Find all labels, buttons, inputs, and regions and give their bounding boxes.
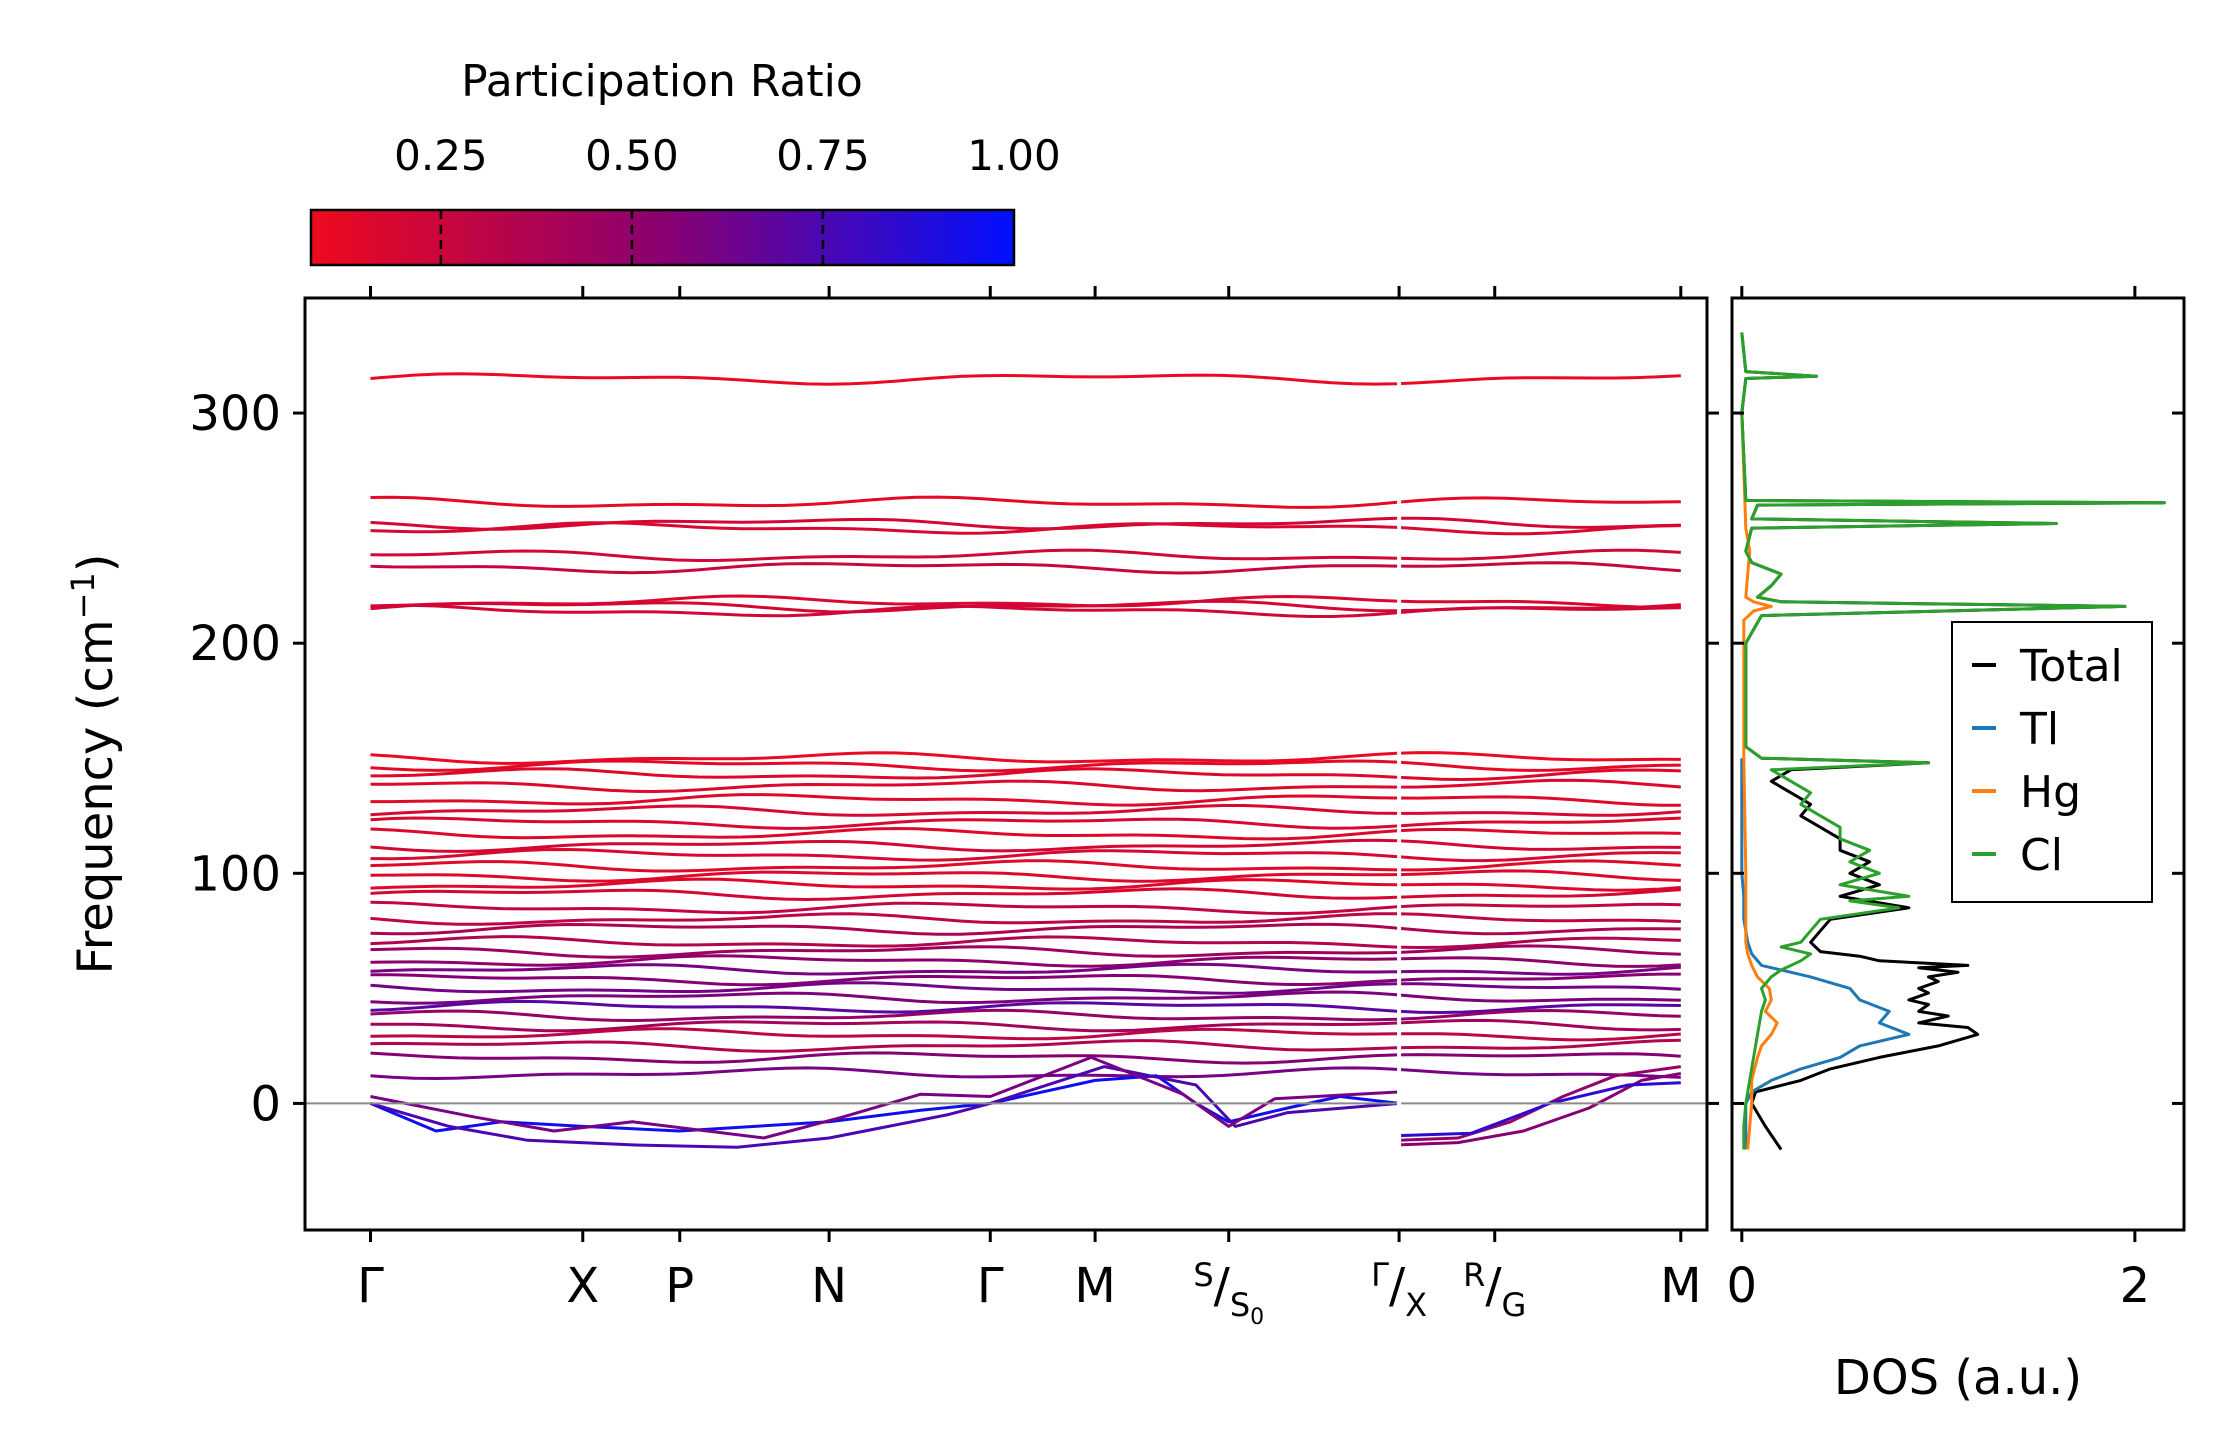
dos-lines xyxy=(1740,332,2166,1151)
phonon-band xyxy=(370,521,1681,536)
kpoint-label: Γ xyxy=(977,1258,1004,1314)
kpoint-label: S/S0 xyxy=(1193,1256,1264,1330)
phonon-band xyxy=(370,767,1681,782)
colorbar-tick-label: 0.25 xyxy=(394,131,488,180)
segment-break-gap xyxy=(1397,300,1402,1228)
phonon-band xyxy=(370,1066,1681,1081)
kpoint-label: X xyxy=(566,1258,599,1314)
phonon-band xyxy=(370,900,1681,916)
phonon-band xyxy=(370,972,1681,987)
dos-x-tick-label: 2 xyxy=(2120,1258,2151,1314)
colorbar-tick-label: 0.75 xyxy=(776,131,870,180)
kpoint-label-sub: X xyxy=(1405,1286,1427,1324)
phonon-band xyxy=(370,981,1681,995)
phonon-band xyxy=(370,804,1681,817)
phonon-band xyxy=(370,887,1681,902)
kpoint-label: M xyxy=(1074,1258,1115,1314)
phonon-band xyxy=(370,1018,1681,1033)
phonon-band xyxy=(370,944,1681,959)
y-tick-label: 100 xyxy=(189,846,281,902)
band-kpoint-ticks: Γ X P N Γ M S/S0Γ/XR/G M xyxy=(357,286,1702,1330)
kpoint-label: M xyxy=(1660,1258,1701,1314)
kpoint-label-sub: S xyxy=(1230,1286,1250,1324)
phonon-band xyxy=(370,561,1681,575)
phonon-band xyxy=(370,877,1681,892)
dos-y-ticks xyxy=(1732,411,2184,1105)
legend-label: Total xyxy=(2019,641,2123,692)
band-axes-frame xyxy=(303,296,1709,1232)
phonon-band xyxy=(370,935,1681,950)
phonon-band xyxy=(370,793,1681,807)
kpoint-label-sup: R xyxy=(1463,1256,1485,1294)
phonon-band xyxy=(370,1051,1681,1065)
kpoint-label: N xyxy=(811,1258,847,1314)
phonon-band xyxy=(370,859,1681,873)
phonon-band xyxy=(370,778,1681,794)
legend-label: Tl xyxy=(2019,704,2059,755)
kpoint-label: Γ xyxy=(357,1258,384,1314)
colorbar-gradient xyxy=(309,208,1016,267)
phonon-band xyxy=(370,548,1681,563)
phonon-band xyxy=(370,922,1681,936)
phonon-band xyxy=(370,869,1681,883)
phonon-band xyxy=(370,990,1681,1005)
phonon-band xyxy=(370,838,1681,853)
colorbar-tick-label: 1.00 xyxy=(967,131,1061,180)
kpoint-label-sup: S xyxy=(1193,1256,1213,1294)
dos-axes-frame xyxy=(1730,296,2186,1232)
soft-phonon-band xyxy=(1399,1072,1682,1147)
kpoint-label: Γ/X xyxy=(1371,1256,1427,1324)
legend-label: Cl xyxy=(2020,830,2063,881)
band-y-ticks: 0 100 200 300 xyxy=(189,386,1719,1132)
phonon-band xyxy=(370,495,1681,509)
phonon-band xyxy=(370,372,1681,386)
phonon-band xyxy=(370,1008,1681,1023)
soft-phonon-band xyxy=(370,1065,1400,1149)
legend-label: Hg xyxy=(2020,767,2081,818)
kpoint-label-slash: / xyxy=(1214,1258,1231,1314)
segment-break xyxy=(1397,300,1402,1228)
dos-cl-line xyxy=(1740,332,2166,1150)
phonon-band xyxy=(370,954,1681,968)
phonon-band xyxy=(370,603,1681,618)
ylabel-superscript: −1 xyxy=(64,572,102,619)
phonon-band xyxy=(370,1038,1681,1053)
dos-legend: Total Tl Hg Cl xyxy=(1951,621,2153,903)
kpoint-label-sup: Γ xyxy=(1371,1256,1389,1294)
phonon-band xyxy=(370,816,1681,830)
phonon-band xyxy=(370,912,1681,926)
phonon-band xyxy=(370,847,1681,863)
colorbar-tick-label: 0.50 xyxy=(585,131,679,180)
phonon-band xyxy=(370,826,1681,841)
dos-hg-line xyxy=(1740,413,1779,1150)
phonon-band xyxy=(370,759,1681,773)
kpoint-label: R/G xyxy=(1463,1256,1526,1324)
kpoint-label-slash: / xyxy=(1389,1258,1406,1314)
ylabel-tail: ) xyxy=(68,553,124,572)
dos-x-axis-label: DOS (a.u.) xyxy=(1834,1350,2082,1406)
kpoint-label-slash: / xyxy=(1485,1258,1502,1314)
kpoint-label-subsub: 0 xyxy=(1250,1305,1264,1330)
colorbar: Participation Ratio 0.25 0.50 0.75 1.00 xyxy=(309,56,1061,267)
band-lines xyxy=(369,372,1682,1149)
band-y-axis-label: Frequency (cm−1) xyxy=(64,553,124,974)
y-tick-label: 300 xyxy=(189,386,281,442)
colorbar-title: Participation Ratio xyxy=(461,56,863,107)
ylabel-main: Frequency (cm xyxy=(68,619,124,974)
dos-x-tick-label: 0 xyxy=(1727,1258,1758,1314)
dos-tl-line xyxy=(1740,758,1911,1150)
soft-phonon-band xyxy=(370,1055,1400,1140)
phonon-band xyxy=(370,999,1681,1015)
kpoint-label-sub: G xyxy=(1502,1286,1527,1324)
phonon-band xyxy=(370,1027,1681,1042)
phonon-band xyxy=(370,962,1681,976)
y-tick-label: 0 xyxy=(250,1076,281,1132)
kpoint-label: P xyxy=(665,1258,694,1314)
colorbar-ticks: 0.25 0.50 0.75 1.00 xyxy=(394,131,1061,265)
y-tick-label: 200 xyxy=(189,616,281,672)
